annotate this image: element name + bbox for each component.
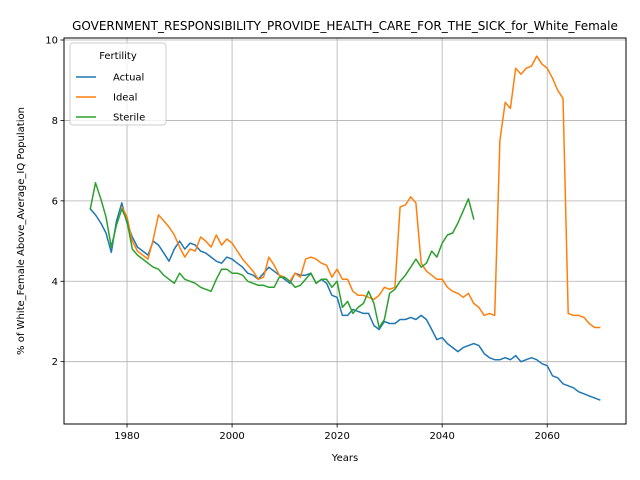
legend-items: Actual Ideal Sterile: [76, 73, 145, 124]
x-axis-ticks: 1980 2000 2020 2040 2060: [114, 424, 560, 442]
x-tick-label: 2020: [324, 431, 349, 442]
legend-label-sterile: Sterile: [113, 113, 145, 124]
legend: Fertility Actual Ideal Sterile: [69, 42, 167, 126]
legend-box: [69, 42, 167, 126]
x-tick-label: 1980: [114, 431, 139, 442]
series-layer: [89, 55, 601, 401]
y-tick-label: 8: [52, 116, 58, 127]
legend-label-actual: Actual: [113, 73, 144, 84]
y-tick-label: 2: [52, 357, 58, 368]
chart-title: GOVERNMENT_RESPONSIBILITY_PROVIDE_HEALTH…: [72, 19, 618, 33]
x-axis-label: Years: [331, 453, 358, 464]
y-tick-label: 10: [45, 36, 58, 47]
legend-label-ideal: Ideal: [113, 93, 137, 104]
plot-frame: [63, 37, 627, 425]
y-tick-label: 6: [52, 196, 58, 207]
y-axis-ticks: 2 4 6 8 10: [45, 36, 64, 368]
legend-title: Fertility: [99, 51, 137, 62]
y-tick-label: 4: [52, 277, 58, 288]
x-tick-label: 2060: [534, 431, 559, 442]
series-line-ideal: [120, 55, 601, 329]
x-tick-label: 2000: [219, 431, 244, 442]
x-tick-label: 2040: [429, 431, 454, 442]
y-axis-label: % of White_Female Above_Average_IQ Popul…: [16, 107, 27, 355]
series-line-sterile: [89, 182, 475, 329]
series-line-actual: [89, 202, 601, 401]
